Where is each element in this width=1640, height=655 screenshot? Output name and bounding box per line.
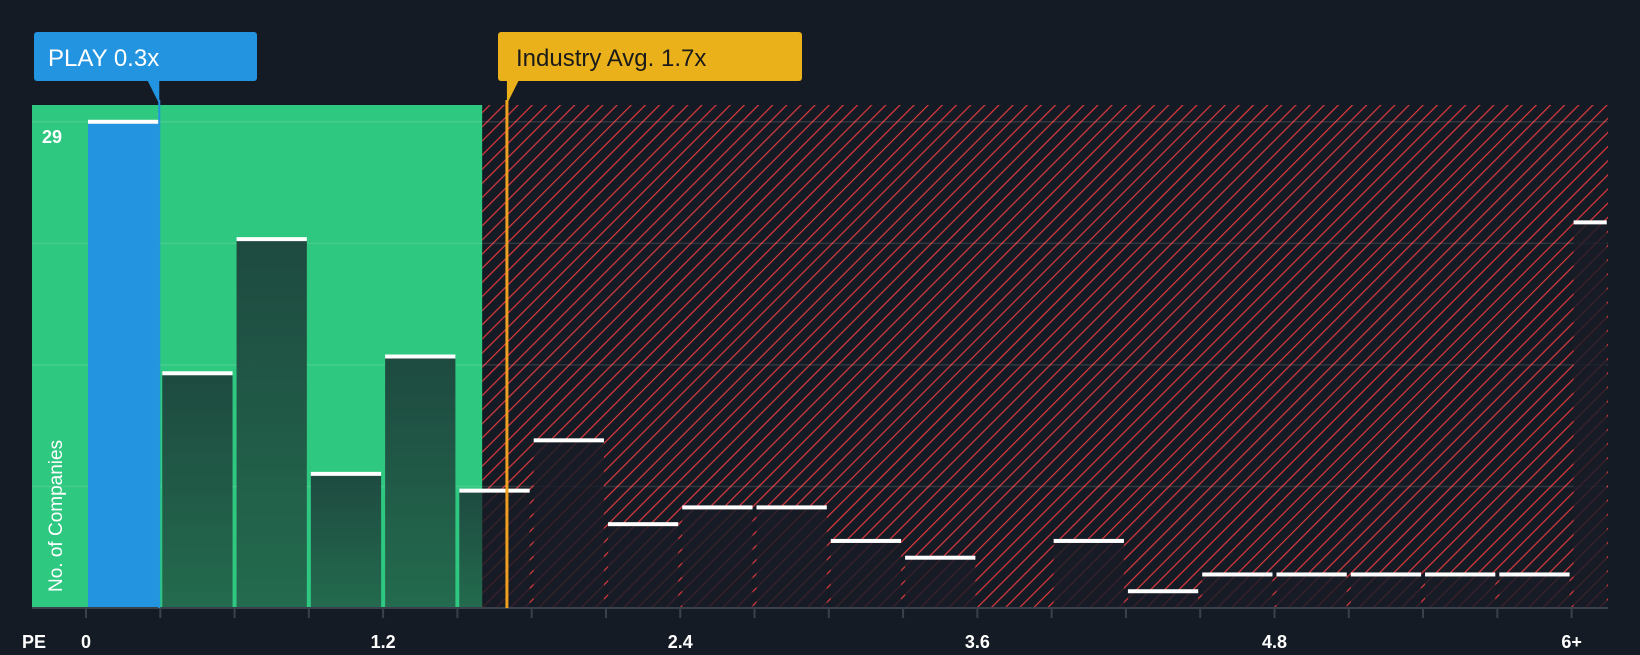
bar-top-cap (385, 354, 456, 359)
histogram-bar (162, 373, 233, 608)
histogram-bar (905, 557, 976, 608)
bar-top-cap (1202, 572, 1273, 577)
histogram-bar (1202, 574, 1273, 608)
bar-top-cap (162, 371, 233, 376)
histogram-bar (1053, 540, 1124, 608)
bar-top-cap (1127, 589, 1199, 594)
histogram-bar (88, 121, 159, 609)
histogram-bar (385, 356, 456, 608)
x-tick-label: 3.6 (965, 632, 990, 650)
bar-top-cap (236, 237, 307, 242)
bar-top-cap (310, 471, 382, 476)
histogram-bar (236, 239, 307, 608)
bar-top-cap (1276, 572, 1347, 577)
bar-top-cap (756, 505, 827, 510)
histogram-bar-green-part (459, 490, 483, 608)
histogram-bar (1276, 574, 1347, 608)
industry-callout: Industry Avg. 1.7x (498, 32, 802, 104)
bar-top-cap (533, 438, 604, 443)
bar-top-cap (830, 538, 902, 543)
histogram-bar (1573, 222, 1607, 608)
industry-label: Industry Avg. 1.7x (516, 45, 706, 72)
histogram-bar (1499, 574, 1570, 608)
bar-top-cap (1573, 220, 1607, 225)
histogram-bar (1350, 574, 1422, 608)
company-callout: PLAY 0.3x (34, 32, 257, 104)
histogram-bar (310, 473, 382, 608)
x-tick-label: 4.8 (1262, 632, 1287, 650)
company-label: PLAY 0.3x (48, 45, 159, 72)
x-tick-label: 0 (81, 632, 91, 650)
bar-top-cap (88, 119, 159, 124)
histogram-bar (682, 507, 753, 608)
histogram-bar (1127, 591, 1199, 608)
bar-top-cap (905, 555, 976, 560)
company-pointer (147, 80, 160, 104)
x-axis-label: PE (22, 632, 46, 650)
bar-top-cap (607, 522, 679, 527)
x-tick-label: 1.2 (371, 632, 396, 650)
histogram-bar (830, 540, 902, 608)
bar-top-cap (1499, 572, 1570, 577)
bar-top-cap (1053, 538, 1124, 543)
histogram-bar (1425, 574, 1496, 608)
bar-top-cap (682, 505, 753, 510)
histogram-bar (756, 507, 827, 608)
bar-top-cap (1425, 572, 1496, 577)
bar-top-cap (1350, 572, 1422, 577)
x-tick-label: 6+ (1561, 632, 1582, 650)
company-label-box (34, 32, 257, 81)
histogram-bar (533, 440, 604, 608)
industry-pointer (506, 80, 519, 104)
industry-label-box (498, 32, 802, 81)
y-max-label: 29 (42, 127, 62, 147)
x-tick-label: 2.4 (668, 632, 693, 650)
histogram-bar (607, 524, 679, 608)
y-axis-label: No. of Companies (46, 440, 67, 592)
bar-top-cap (459, 488, 530, 493)
